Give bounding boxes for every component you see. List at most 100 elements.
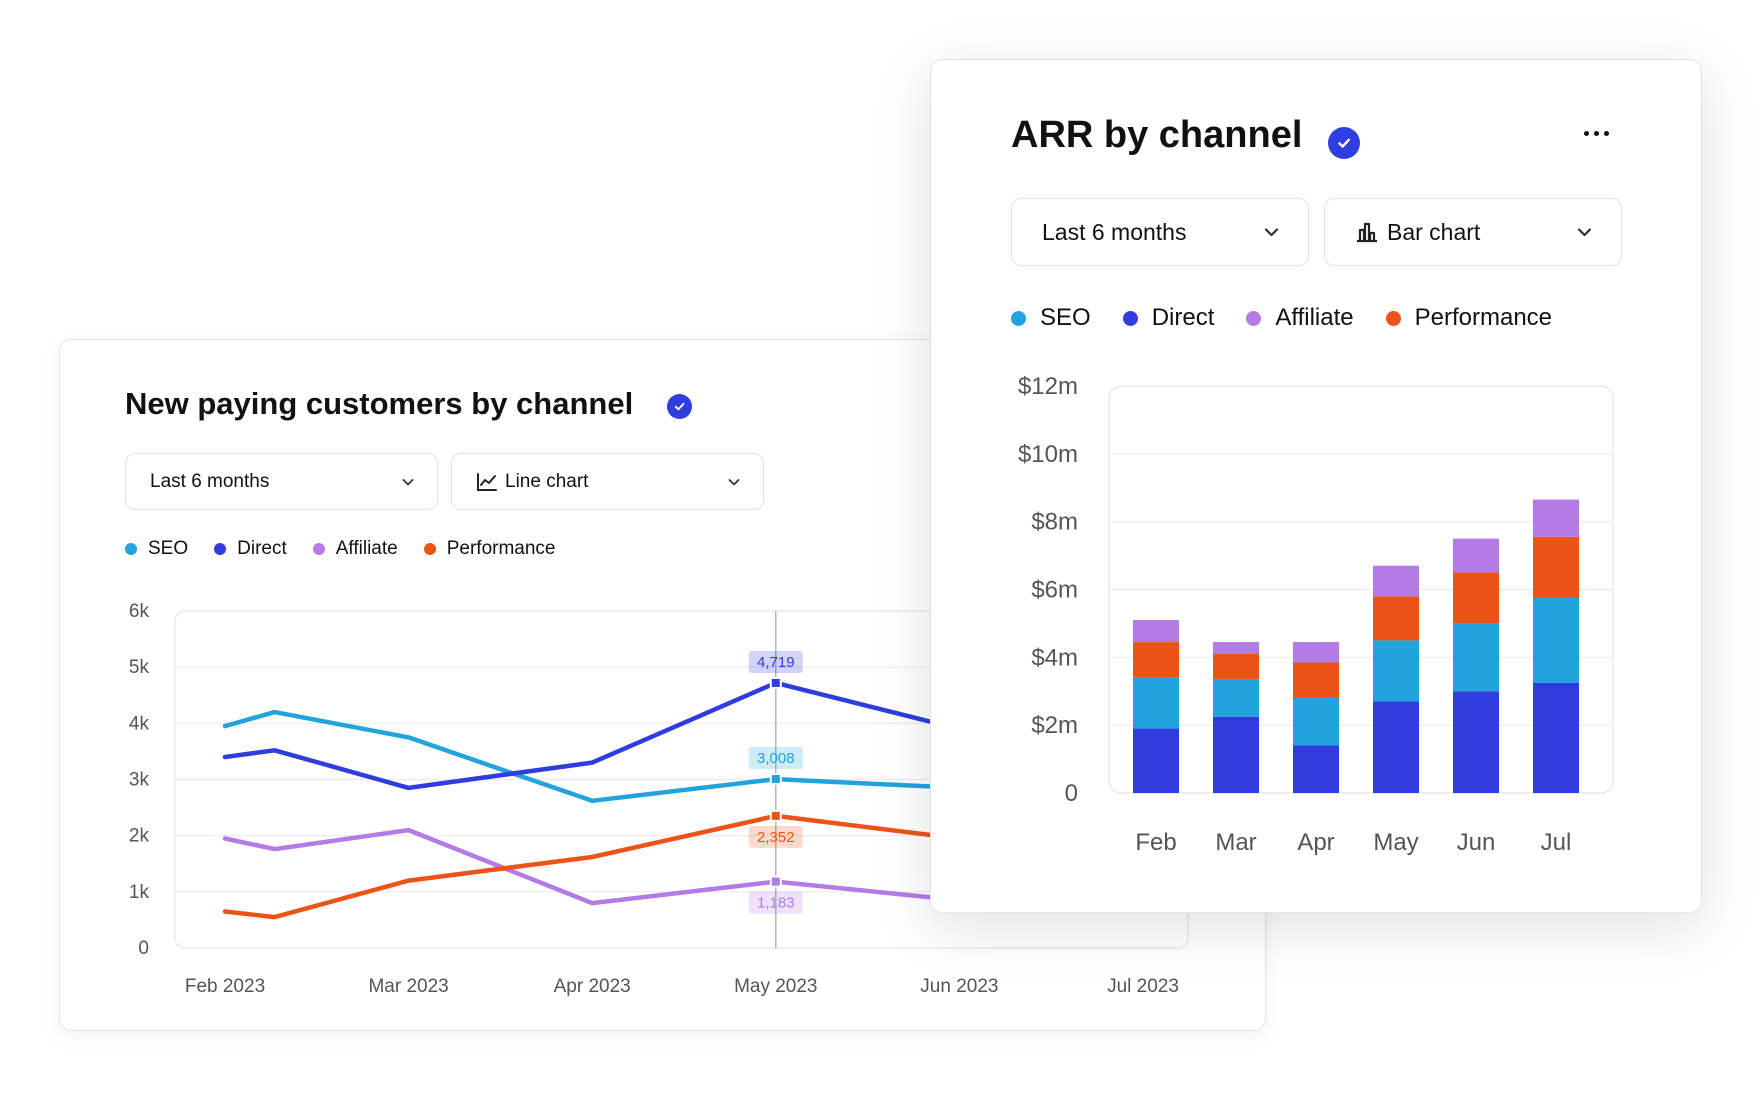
hover-value-text-performance: 2,352 bbox=[757, 829, 795, 846]
bar-legend-label-affiliate: Affiliate bbox=[1275, 304, 1354, 331]
line-y-tick-label: 2k bbox=[129, 826, 150, 847]
line-type-select[interactable]: Line chart bbox=[451, 453, 764, 510]
bar-legend-performance: Performance bbox=[1385, 304, 1553, 332]
hover-point-affiliate bbox=[769, 875, 782, 888]
line-legend-label-performance: Performance bbox=[446, 538, 556, 559]
bar-y-tick-label: $8m bbox=[1031, 509, 1078, 536]
bar-x-tick-label: Mar bbox=[1215, 829, 1256, 856]
bar-legend-label-seo: SEO bbox=[1040, 304, 1091, 331]
bar-legend-label-performance: Performance bbox=[1414, 304, 1553, 331]
chevron-down-icon bbox=[1577, 228, 1592, 237]
bar-jun-performance bbox=[1453, 572, 1499, 624]
bar-range-select-label: Last 6 months bbox=[1042, 218, 1187, 245]
hover-value-text-seo: 3,008 bbox=[757, 750, 795, 767]
bar-chart-card: ARR by channel Last 6 months Bar chart S… bbox=[930, 59, 1702, 913]
line-legend-label-direct: Direct bbox=[237, 538, 287, 559]
bar-legend-dot-direct bbox=[1122, 310, 1138, 326]
line-chart-legend: SEO Direct Affiliate Performance bbox=[125, 538, 556, 560]
hover-point-direct bbox=[769, 676, 782, 689]
bar-jul-performance bbox=[1533, 536, 1579, 598]
bar-feb-performance bbox=[1133, 642, 1179, 678]
line-legend-label-affiliate: Affiliate bbox=[335, 538, 398, 559]
line-x-tick-label: Jul 2023 bbox=[1107, 976, 1179, 997]
line-y-tick-label: 0 bbox=[138, 938, 149, 959]
bar-may-direct bbox=[1373, 701, 1419, 793]
bar-jun-direct bbox=[1453, 691, 1499, 793]
bar-legend-dot-seo bbox=[1011, 310, 1026, 326]
bar-y-tick-label: $2m bbox=[1031, 712, 1078, 739]
bar-jul-direct bbox=[1533, 682, 1579, 793]
line-legend-direct: Direct bbox=[214, 538, 287, 560]
bar-y-tick-label: $12m bbox=[1018, 373, 1078, 400]
line-x-tick-label: Mar 2023 bbox=[368, 976, 448, 997]
line-legend-dot-seo bbox=[125, 543, 137, 555]
line-x-tick-label: May 2023 bbox=[734, 976, 817, 997]
line-chart-icon bbox=[477, 472, 497, 491]
bar-chart-plot: 0 $2m $4m $6m $8m $10m $12m Feb Mar Apr May Jun Jul bbox=[1018, 373, 1614, 856]
verified-badge-icon bbox=[667, 394, 692, 419]
line-series-performance bbox=[222, 813, 962, 920]
line-legend-affiliate: Affiliate bbox=[312, 538, 398, 560]
bar-x-tick-label: Feb bbox=[1135, 829, 1176, 856]
hover-value-text-direct: 4,719 bbox=[757, 654, 795, 671]
line-x-tick-label: Feb 2023 bbox=[185, 976, 265, 997]
line-legend-dot-affiliate bbox=[312, 543, 325, 555]
hover-point-seo bbox=[769, 773, 782, 786]
bar-legend-affiliate: Affiliate bbox=[1246, 304, 1354, 332]
hover-value-label-direct: 4,719 bbox=[748, 650, 803, 673]
line-legend-performance: Performance bbox=[423, 538, 556, 560]
hover-value-label-seo: 3,008 bbox=[748, 747, 803, 770]
bar-y-tick-label: 0 bbox=[1065, 780, 1078, 807]
line-legend-dot-performance bbox=[423, 543, 436, 555]
bar-may-affiliate bbox=[1373, 565, 1419, 597]
bar-y-tick-label: $6m bbox=[1031, 577, 1078, 604]
bar-x-tick-label: Apr bbox=[1297, 829, 1334, 856]
bar-legend-seo: SEO bbox=[1011, 304, 1091, 332]
line-x-tick-label: Jun 2023 bbox=[920, 976, 998, 997]
line-legend-label-seo: SEO bbox=[148, 538, 189, 559]
bar-legend-label-direct: Direct bbox=[1151, 304, 1215, 331]
bar-may-seo bbox=[1373, 640, 1419, 702]
chevron-down-icon bbox=[1264, 228, 1279, 237]
hover-point-performance bbox=[769, 809, 782, 822]
bar-x-tick-label: May bbox=[1373, 829, 1418, 856]
bar-chart-legend: SEO Direct Affiliate Performance bbox=[1011, 304, 1552, 332]
chevron-down-icon bbox=[402, 478, 414, 485]
bar-card-title: ARR by channel bbox=[1011, 114, 1303, 156]
bar-apr-direct bbox=[1293, 745, 1339, 793]
bar-y-tick-label: $10m bbox=[1018, 441, 1078, 468]
bar-legend-direct: Direct bbox=[1122, 304, 1215, 332]
hover-value-text-affiliate: 1,183 bbox=[757, 895, 795, 912]
bar-mar-direct bbox=[1213, 716, 1259, 793]
bar-range-select[interactable]: Last 6 months bbox=[1011, 198, 1309, 266]
line-x-tick-label: Apr 2023 bbox=[554, 976, 631, 997]
line-y-tick-label: 6k bbox=[129, 601, 150, 622]
hover-value-label-performance: 2,352 bbox=[748, 825, 803, 848]
bar-feb-seo bbox=[1133, 677, 1179, 729]
bar-feb-affiliate bbox=[1133, 620, 1179, 643]
bar-feb-direct bbox=[1133, 728, 1179, 793]
bar-may-performance bbox=[1373, 596, 1419, 641]
bar-legend-dot-performance bbox=[1385, 310, 1401, 326]
bar-apr-affiliate bbox=[1293, 642, 1339, 663]
bar-type-select-label: Bar chart bbox=[1387, 218, 1481, 245]
more-options-icon[interactable] bbox=[1584, 131, 1609, 136]
bar-jul-affiliate bbox=[1533, 499, 1579, 537]
line-type-select-label: Line chart bbox=[505, 470, 589, 492]
bar-x-tick-label: Jun bbox=[1457, 829, 1496, 856]
bar-jun-seo bbox=[1453, 623, 1499, 692]
line-legend-dot-direct bbox=[214, 543, 227, 555]
line-y-tick-label: 4k bbox=[129, 713, 150, 734]
line-y-tick-label: 3k bbox=[129, 770, 150, 791]
bar-type-select[interactable]: Bar chart bbox=[1324, 198, 1622, 266]
line-legend-seo: SEO bbox=[125, 538, 188, 560]
bar-y-tick-label: $4m bbox=[1031, 644, 1078, 671]
line-card-title: New paying customers by channel bbox=[125, 386, 634, 421]
line-range-select-label: Last 6 months bbox=[150, 470, 270, 492]
bar-jul-seo bbox=[1533, 597, 1579, 683]
line-y-tick-label: 5k bbox=[129, 657, 150, 678]
chevron-down-icon bbox=[728, 478, 740, 485]
line-range-select[interactable]: Last 6 months bbox=[125, 453, 438, 510]
bar-x-tick-label: Jul bbox=[1541, 829, 1572, 856]
bar-mar-seo bbox=[1213, 679, 1259, 717]
